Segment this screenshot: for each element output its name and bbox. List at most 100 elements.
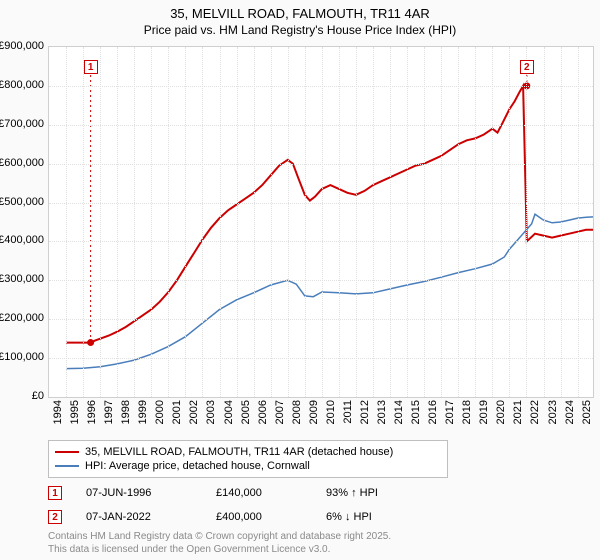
x-tick-label: 2004 [223, 400, 235, 424]
gridline-vertical [271, 47, 272, 397]
gridline-vertical [526, 47, 527, 397]
x-tick-label: 2017 [444, 400, 456, 424]
gridline-vertical [356, 47, 357, 397]
x-tick-label: 1999 [137, 400, 149, 424]
legend: 35, MELVILL ROAD, FALMOUTH, TR11 4AR (de… [48, 440, 448, 478]
gridline-vertical [390, 47, 391, 397]
legend-item: 35, MELVILL ROAD, FALMOUTH, TR11 4AR (de… [55, 445, 441, 459]
gridline-vertical [134, 47, 135, 397]
x-tick-label: 2002 [188, 400, 200, 424]
x-tick-label: 1997 [103, 400, 115, 424]
x-tick-label: 2007 [274, 400, 286, 424]
gridline-vertical [561, 47, 562, 397]
gridline-vertical [185, 47, 186, 397]
gridline-vertical [578, 47, 579, 397]
sale-date: 07-JUN-1996 [86, 487, 216, 499]
gridline-vertical [475, 47, 476, 397]
x-tick-label: 2022 [529, 400, 541, 424]
chart-plot-area: 12 [48, 46, 594, 398]
gridline-vertical [168, 47, 169, 397]
sale-point-dot [87, 339, 94, 346]
gridline-vertical [373, 47, 374, 397]
gridline-vertical [407, 47, 408, 397]
gridline-vertical [458, 47, 459, 397]
sale-delta: 6% ↓ HPI [326, 511, 372, 523]
x-tick-label: 2023 [547, 400, 559, 424]
legend-label: HPI: Average price, detached house, Corn… [85, 460, 310, 472]
gridline-vertical [339, 47, 340, 397]
x-tick-label: 2003 [205, 400, 217, 424]
legend-swatch [55, 451, 79, 453]
x-tick-label: 2021 [512, 400, 524, 424]
x-tick-label: 2014 [393, 400, 405, 424]
gridline-vertical [66, 47, 67, 397]
gridline-vertical [441, 47, 442, 397]
gridline-vertical [305, 47, 306, 397]
x-tick-label: 2015 [410, 400, 422, 424]
gridline-vertical [492, 47, 493, 397]
x-tick-label: 2024 [564, 400, 576, 424]
gridline-vertical [322, 47, 323, 397]
legend-item: HPI: Average price, detached house, Corn… [55, 459, 441, 473]
gridline-vertical [220, 47, 221, 397]
gridline-vertical [424, 47, 425, 397]
gridline-vertical [544, 47, 545, 397]
legend-label: 35, MELVILL ROAD, FALMOUTH, TR11 4AR (de… [85, 446, 393, 458]
gridline-vertical [254, 47, 255, 397]
gridline-vertical [151, 47, 152, 397]
x-tick-label: 1998 [120, 400, 132, 424]
footer-line: Contains HM Land Registry data © Crown c… [48, 531, 391, 544]
sale-marker-icon: 2 [48, 510, 62, 524]
gridline-vertical [100, 47, 101, 397]
y-tick-label: £200,000 [0, 312, 44, 324]
x-tick-label: 2000 [154, 400, 166, 424]
gridline-vertical [117, 47, 118, 397]
x-tick-label: 2025 [581, 400, 593, 424]
x-tick-label: 2008 [291, 400, 303, 424]
x-tick-label: 2006 [257, 400, 269, 424]
gridline-vertical [288, 47, 289, 397]
x-tick-label: 2012 [359, 400, 371, 424]
sale-price: £140,000 [216, 487, 326, 499]
y-tick-label: £800,000 [0, 79, 44, 91]
x-tick-label: 1995 [69, 400, 81, 424]
x-tick-label: 2010 [325, 400, 337, 424]
y-tick-label: £0 [32, 390, 44, 402]
series-line-hpi [66, 214, 593, 368]
y-tick-label: £500,000 [0, 196, 44, 208]
y-tick-label: £400,000 [0, 234, 44, 246]
gridline-vertical [237, 47, 238, 397]
y-tick-label: £700,000 [0, 118, 44, 130]
sale-date: 07-JAN-2022 [86, 511, 216, 523]
gridline-vertical [83, 47, 84, 397]
x-tick-label: 1996 [86, 400, 98, 424]
y-tick-label: £100,000 [0, 351, 44, 363]
footer-attribution: Contains HM Land Registry data © Crown c… [48, 531, 391, 556]
x-tick-label: 2019 [478, 400, 490, 424]
x-tick-label: 2011 [342, 400, 354, 424]
y-tick-label: £900,000 [0, 40, 44, 52]
x-tick-label: 2016 [427, 400, 439, 424]
y-tick-label: £300,000 [0, 273, 44, 285]
sale-row: 2 07-JAN-2022 £400,000 6% ↓ HPI [48, 510, 372, 524]
x-tick-label: 2020 [495, 400, 507, 424]
y-tick-label: £600,000 [0, 157, 44, 169]
x-tick-label: 2009 [308, 400, 320, 424]
sale-marker-icon: 1 [84, 60, 98, 74]
legend-swatch [55, 465, 79, 467]
x-tick-label: 1994 [52, 400, 64, 424]
title-line-2: Price paid vs. HM Land Registry's House … [0, 21, 600, 37]
sale-marker-icon: 1 [48, 486, 62, 500]
sale-marker-icon: 2 [520, 60, 534, 74]
sale-price: £400,000 [216, 511, 326, 523]
x-tick-label: 2001 [171, 400, 183, 424]
gridline-vertical [202, 47, 203, 397]
sale-row: 1 07-JUN-1996 £140,000 93% ↑ HPI [48, 486, 378, 500]
root: 35, MELVILL ROAD, FALMOUTH, TR11 4AR Pri… [0, 0, 600, 560]
title-line-1: 35, MELVILL ROAD, FALMOUTH, TR11 4AR [0, 0, 600, 21]
gridline-vertical [509, 47, 510, 397]
x-tick-label: 2005 [240, 400, 252, 424]
sale-delta: 93% ↑ HPI [326, 487, 378, 499]
x-tick-label: 2018 [461, 400, 473, 424]
footer-line: This data is licensed under the Open Gov… [48, 544, 391, 557]
